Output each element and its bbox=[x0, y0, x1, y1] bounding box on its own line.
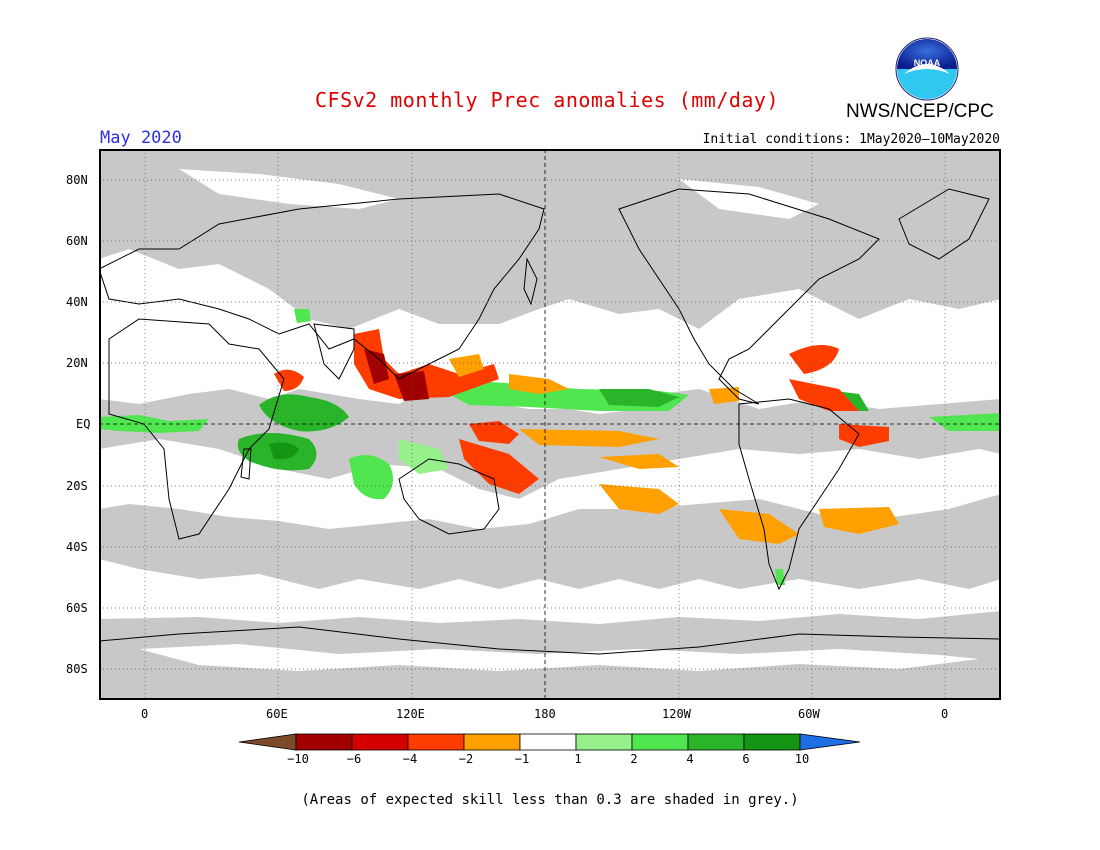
lon-label: 180 bbox=[534, 707, 556, 721]
lon-label: 60W bbox=[798, 707, 820, 721]
lon-label: 0 bbox=[141, 707, 149, 721]
legend-label: 4 bbox=[686, 752, 694, 766]
lon-label: 60E bbox=[266, 707, 288, 721]
legend-label: −2 bbox=[458, 752, 474, 766]
legend-label: 2 bbox=[630, 752, 638, 766]
negative-anomaly-areas bbox=[274, 329, 899, 544]
legend-label: 10 bbox=[794, 752, 810, 766]
agency-label: NWS/NCEP/CPC bbox=[846, 101, 994, 122]
legend-label: 6 bbox=[742, 752, 750, 766]
lat-label: 80N bbox=[66, 173, 88, 187]
legend-swatch bbox=[743, 733, 801, 751]
lat-label: 40N bbox=[66, 295, 88, 309]
map-title: CFSv2 monthly Prec anomalies (mm/day) bbox=[315, 88, 780, 112]
initial-conditions: Initial conditions: 1May2020—10May2020 bbox=[702, 132, 1000, 147]
lat-label: 20S bbox=[66, 479, 88, 493]
lat-label: 60S bbox=[66, 601, 88, 615]
skill-footnote: (Areas of expected skill less than 0.3 a… bbox=[301, 792, 799, 808]
precip-anomaly-map bbox=[99, 149, 1001, 700]
noaa-logo-icon: NOAA bbox=[895, 37, 959, 101]
coastlines bbox=[99, 188, 1001, 655]
lat-label: 40S bbox=[66, 540, 88, 554]
map-frame bbox=[99, 149, 1001, 700]
legend-swatch-gt-10 bbox=[799, 733, 861, 751]
legend-label: −1 bbox=[514, 752, 530, 766]
legend-label: −6 bbox=[346, 752, 362, 766]
legend-swatch bbox=[631, 733, 689, 751]
legend-swatch bbox=[687, 733, 745, 751]
lat-label: 20N bbox=[66, 356, 88, 370]
lon-label: 0 bbox=[941, 707, 949, 721]
legend-swatch bbox=[463, 733, 521, 751]
legend-swatch bbox=[519, 733, 577, 751]
logo-text: NOAA bbox=[914, 58, 941, 68]
lat-label: 60N bbox=[66, 234, 88, 248]
color-legend bbox=[238, 733, 861, 751]
lat-label: 80S bbox=[66, 662, 88, 676]
forecast-month: May 2020 bbox=[100, 128, 182, 148]
neutral-anomaly-areas bbox=[99, 169, 1001, 671]
lat-label: EQ bbox=[76, 417, 91, 431]
lon-label: 120E bbox=[396, 707, 425, 721]
lon-label: 120W bbox=[662, 707, 691, 721]
legend-label: −4 bbox=[402, 752, 418, 766]
legend-label: 1 bbox=[574, 752, 582, 766]
legend-swatch bbox=[295, 733, 353, 751]
legend-swatch bbox=[351, 733, 409, 751]
legend-swatch bbox=[575, 733, 633, 751]
legend-swatch bbox=[407, 733, 465, 751]
legend-label: −10 bbox=[287, 752, 309, 766]
legend-swatch-lt-minus10 bbox=[238, 733, 297, 751]
